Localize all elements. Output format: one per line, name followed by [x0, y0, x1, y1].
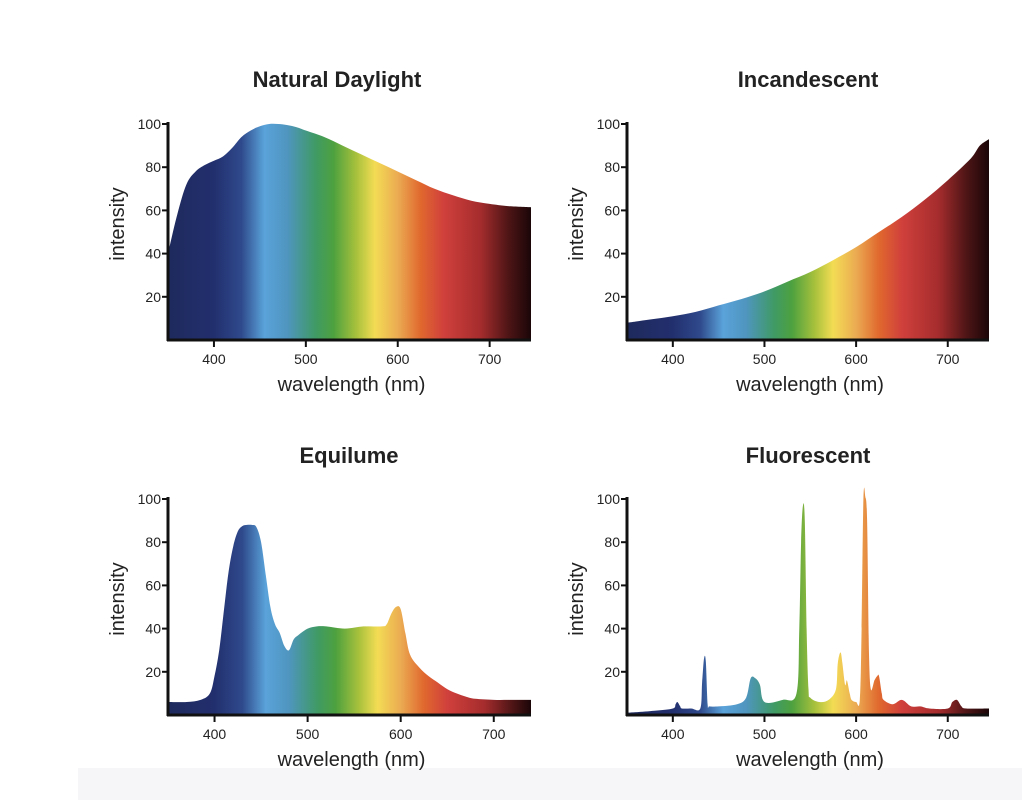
y-tick-label: 100 — [138, 116, 162, 132]
x-tick-label: 600 — [844, 351, 868, 367]
x-axis-label: wavelength (nm) — [277, 374, 426, 396]
y-tick-label: 20 — [145, 664, 161, 680]
chart-title: Natural Daylight — [253, 67, 422, 92]
chart-panel-2: 20 40 60 80 100 400 500 600 700 Incandescent wavel… — [566, 67, 989, 396]
spectrum-area — [168, 123, 531, 340]
x-tick-label: 400 — [661, 726, 685, 742]
chart-title: Equilume — [299, 443, 398, 468]
y-axis-label: intensity — [107, 187, 129, 260]
y-tick-label: 100 — [138, 491, 162, 507]
y-tick-label: 60 — [604, 202, 620, 218]
y-tick-label: 40 — [604, 621, 620, 637]
x-tick-label: 700 — [936, 726, 960, 742]
y-axis-label: intensity — [107, 562, 129, 635]
spectrum-area — [627, 139, 989, 340]
y-tick-label: 60 — [604, 577, 620, 593]
spectrum-area — [168, 524, 531, 715]
y-tick-label: 60 — [145, 577, 161, 593]
chart-panel-3: 20 40 60 80 100 400 500 600 700 Equilume wavelengt… — [107, 443, 531, 771]
y-axis-label: intensity — [566, 562, 588, 635]
chart-title: Fluorescent — [746, 443, 871, 468]
y-tick-label: 40 — [604, 246, 620, 262]
chart-panel-4: 20 40 60 80 100 400 500 600 700 Fluorescent wavele… — [566, 443, 989, 771]
y-tick-label: 80 — [604, 534, 620, 550]
y-tick-label: 80 — [604, 159, 620, 175]
y-tick-label: 100 — [597, 491, 621, 507]
x-tick-label: 400 — [203, 726, 227, 742]
y-tick-label: 100 — [597, 116, 621, 132]
x-tick-label: 700 — [936, 351, 960, 367]
x-tick-label: 400 — [202, 351, 226, 367]
spectrum-area — [627, 487, 989, 715]
x-tick-label: 400 — [661, 351, 685, 367]
x-tick-label: 600 — [389, 726, 413, 742]
y-axis-label: intensity — [566, 187, 588, 260]
y-tick-label: 40 — [145, 621, 161, 637]
y-tick-label: 40 — [145, 246, 161, 262]
y-tick-label: 20 — [604, 289, 620, 305]
y-tick-label: 60 — [145, 202, 161, 218]
y-tick-label: 80 — [145, 159, 161, 175]
x-tick-label: 700 — [478, 351, 502, 367]
x-tick-label: 500 — [753, 726, 777, 742]
y-tick-label: 20 — [604, 664, 620, 680]
x-axis-label: wavelength (nm) — [277, 749, 426, 771]
x-tick-label: 500 — [753, 351, 777, 367]
bottom-band — [78, 768, 1022, 800]
x-axis-label: wavelength (nm) — [735, 749, 884, 771]
x-tick-label: 600 — [844, 726, 868, 742]
x-tick-label: 700 — [482, 726, 506, 742]
x-tick-label: 500 — [294, 351, 318, 367]
y-tick-label: 20 — [145, 289, 161, 305]
chart-panel-1: 20 40 60 80 100 400 500 600 700 Natural Daylight w… — [107, 67, 531, 396]
x-tick-label: 600 — [386, 351, 410, 367]
x-axis-label: wavelength (nm) — [735, 374, 884, 396]
chart-title: Incandescent — [738, 67, 879, 92]
y-tick-label: 80 — [145, 534, 161, 550]
x-tick-label: 500 — [296, 726, 320, 742]
